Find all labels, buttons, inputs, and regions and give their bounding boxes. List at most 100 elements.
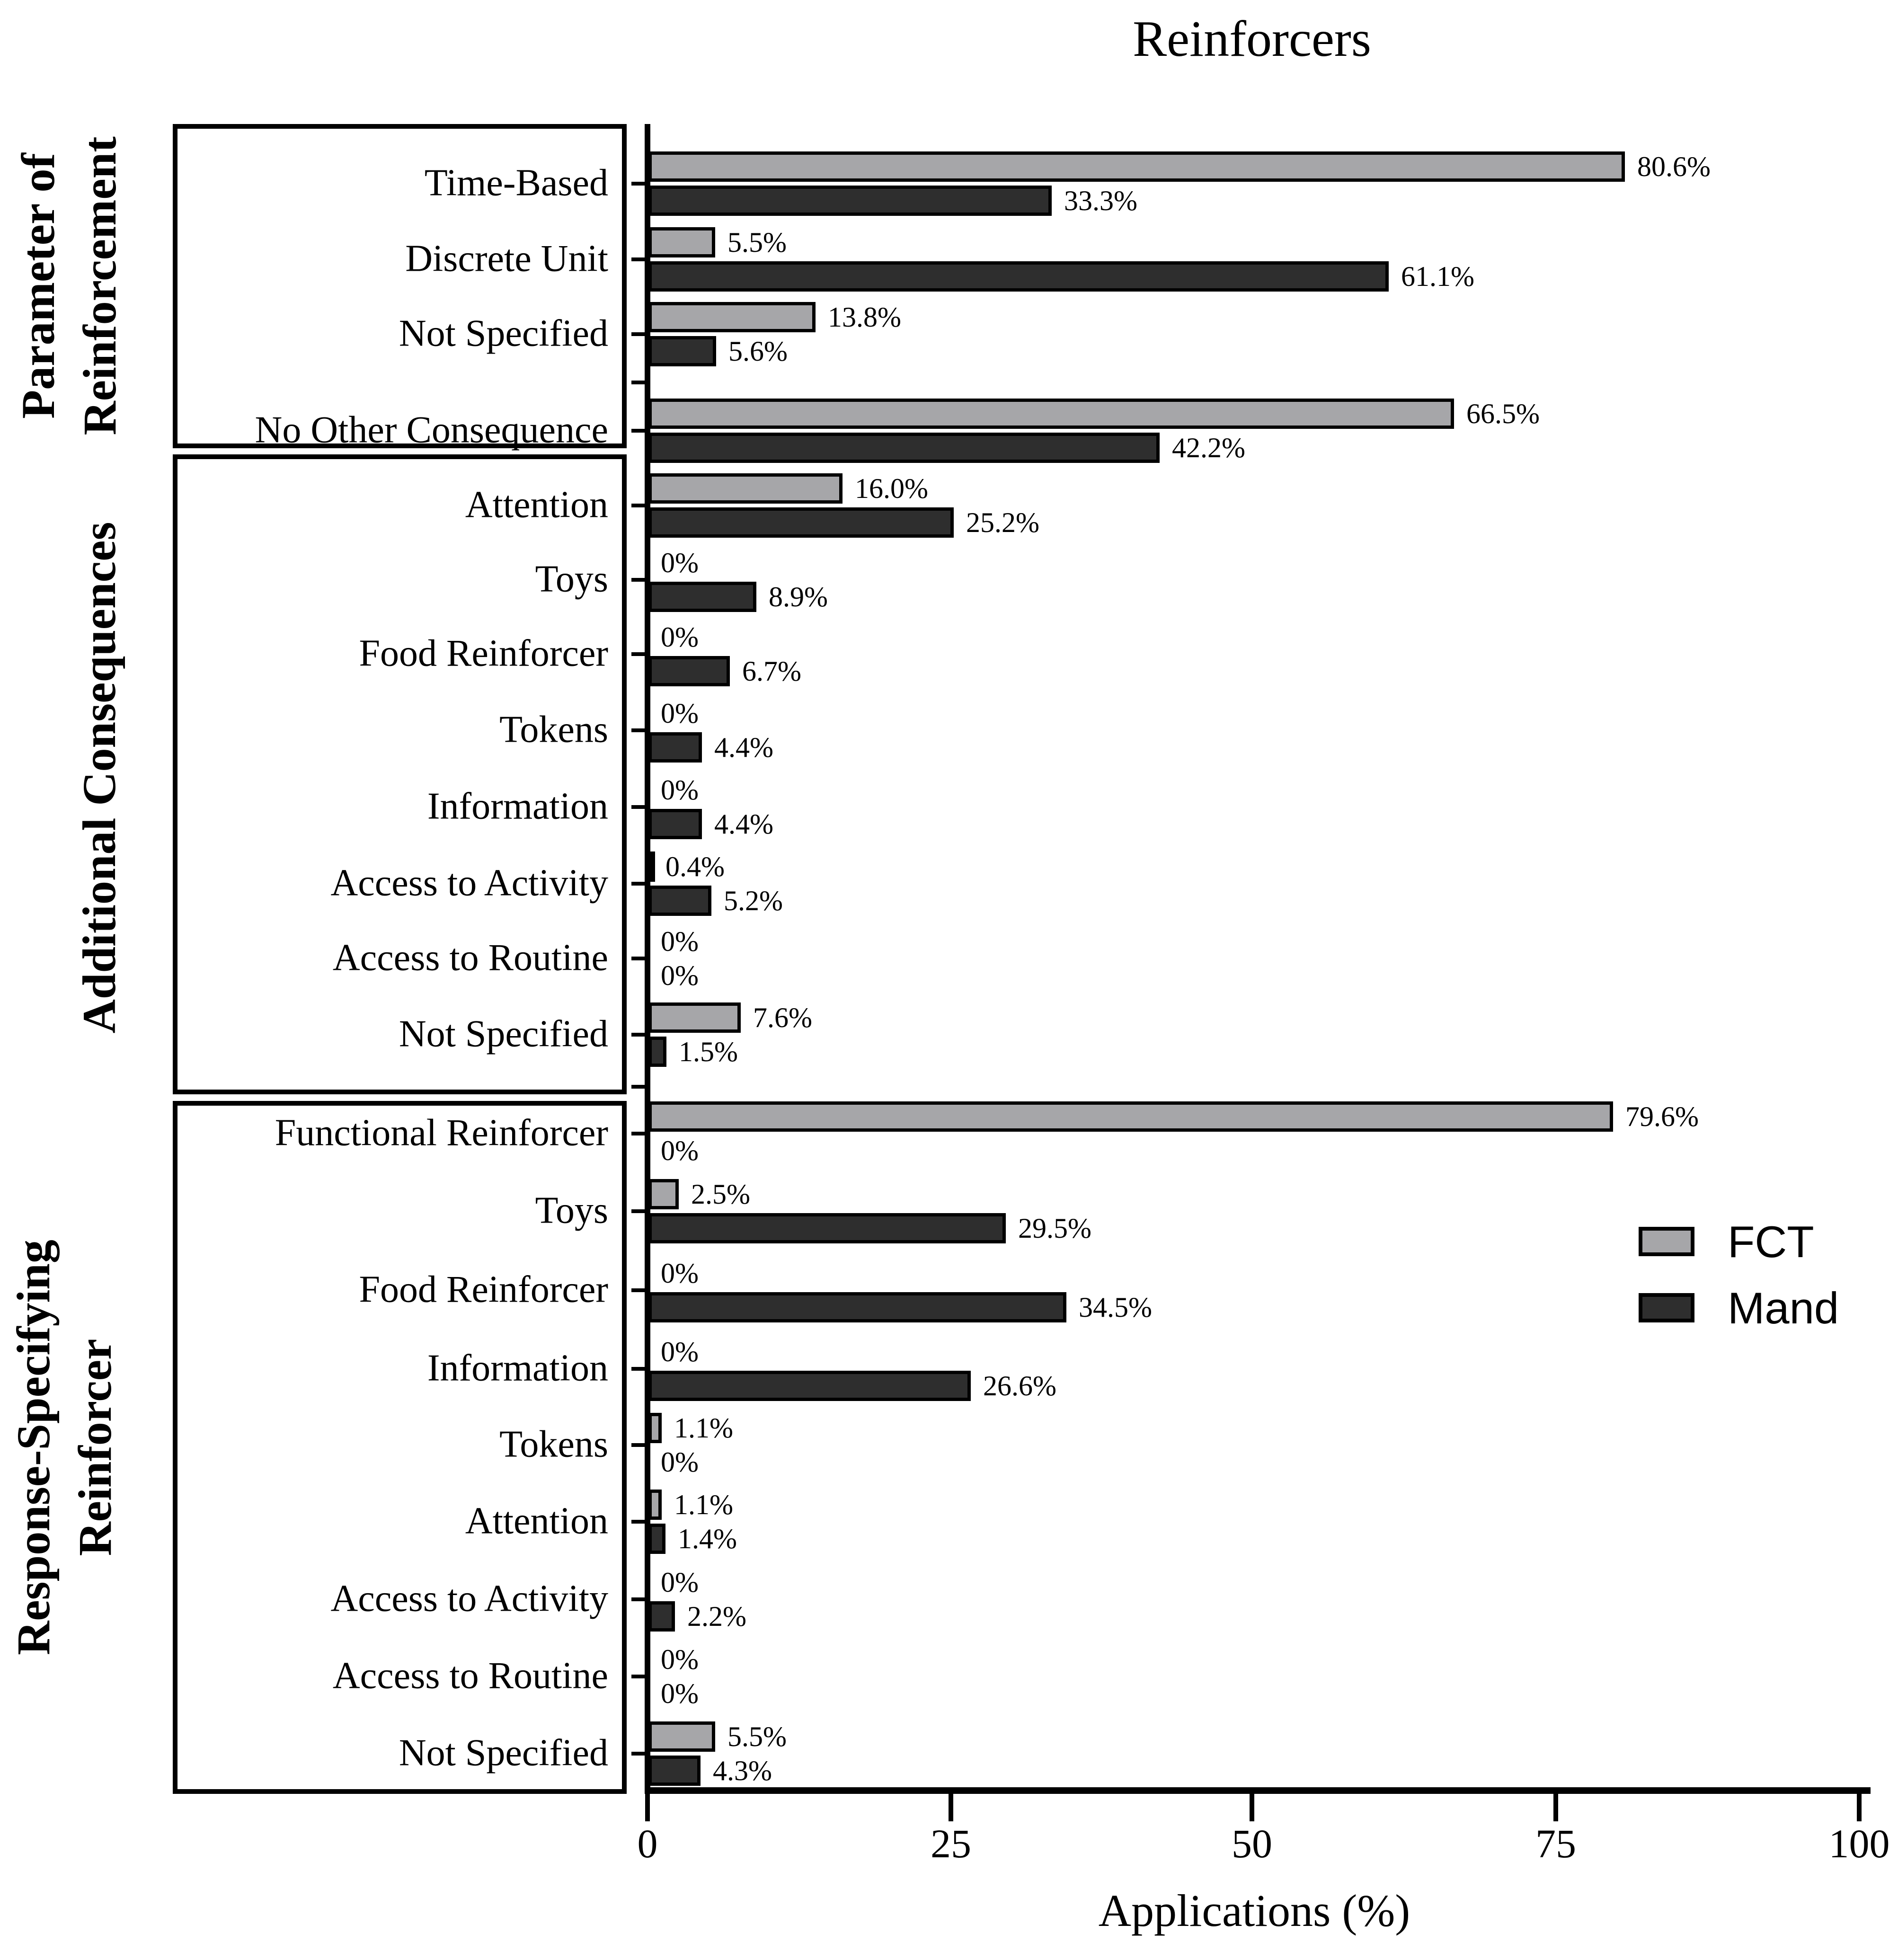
- group-box-response-specifying-reinforcer: [173, 1101, 627, 1794]
- mand-value-label: 5.6%: [728, 336, 788, 367]
- fct-bar: [648, 1101, 1613, 1132]
- mand-bar: [648, 656, 730, 686]
- mand-bar: [648, 809, 702, 839]
- category-label: Information: [427, 1347, 608, 1389]
- fct-value-label: 5.5%: [727, 1721, 787, 1752]
- mand-value-label: 1.4%: [678, 1523, 737, 1554]
- legend-swatch-fct: [1639, 1227, 1694, 1256]
- mand-value-label: 42.2%: [1172, 432, 1245, 463]
- category-minor-tick: [631, 1085, 650, 1089]
- category-label: Food Reinforcer: [359, 632, 608, 674]
- fct-bar: [648, 1002, 741, 1033]
- category-label: Discrete Unit: [405, 238, 608, 280]
- fct-bar: [648, 473, 843, 504]
- mand-value-label: 4.4%: [714, 808, 773, 840]
- group-label-additional-consequences: Additional Consequences: [73, 522, 125, 1034]
- category-label: Tokens: [499, 709, 608, 751]
- fct-value-label: 80.6%: [1637, 151, 1711, 182]
- category-label: No Other Consequence: [255, 409, 608, 451]
- fct-value-label: 79.6%: [1625, 1101, 1699, 1132]
- mand-value-label: 5.2%: [724, 885, 783, 916]
- category-tick: [631, 1443, 650, 1447]
- x-axis-tick: [1553, 1794, 1558, 1821]
- x-axis-tick: [1250, 1794, 1254, 1821]
- category-tick: [631, 1597, 650, 1601]
- fct-bar: [648, 302, 816, 332]
- mand-bar: [648, 1292, 1066, 1322]
- mand-value-label: 34.5%: [1079, 1292, 1152, 1323]
- fct-value-label: 66.5%: [1466, 398, 1540, 429]
- category-tick: [631, 728, 650, 732]
- fct-bar: [648, 399, 1454, 429]
- mand-bar: [648, 1037, 666, 1067]
- mand-value-label: 2.2%: [687, 1601, 746, 1632]
- category-tick: [631, 652, 650, 656]
- category-label: Food Reinforcer: [359, 1268, 608, 1311]
- fct-value-label: 0%: [661, 1567, 699, 1598]
- category-tick: [631, 429, 650, 433]
- x-axis-tick-label: 100: [1828, 1821, 1890, 1866]
- group-box-additional-consequences: [173, 454, 627, 1094]
- fct-bar: [648, 1179, 679, 1209]
- mand-bar: [648, 186, 1052, 216]
- x-axis-tick-label: 0: [637, 1821, 658, 1866]
- group-label-response-specifying-reinforcer: Response-Specifying Reinforcer: [7, 1240, 121, 1655]
- x-axis-tick-label: 75: [1535, 1821, 1576, 1866]
- fct-value-label: 0%: [661, 698, 699, 729]
- fct-value-label: 0%: [661, 1644, 699, 1675]
- category-tick: [631, 1132, 650, 1135]
- mand-value-label: 33.3%: [1064, 185, 1137, 216]
- category-tick: [631, 257, 650, 261]
- category-label: Access to Activity: [330, 862, 608, 904]
- mand-bar: [648, 336, 716, 366]
- x-axis-title: Applications (%): [1098, 1885, 1410, 1936]
- category-label: Not Specified: [399, 1013, 608, 1055]
- mand-bar: [648, 732, 702, 763]
- category-label: Toys: [535, 1189, 608, 1232]
- fct-value-label: 7.6%: [753, 1002, 812, 1033]
- mand-value-label: 29.5%: [1018, 1213, 1091, 1244]
- mand-bar: [648, 1213, 1006, 1243]
- fct-value-label: 0%: [661, 621, 699, 653]
- mand-value-label: 4.4%: [714, 732, 773, 763]
- category-label: Access to Activity: [330, 1578, 608, 1620]
- fct-bar: [648, 851, 655, 882]
- category-label: Access to Routine: [332, 1655, 608, 1697]
- fct-value-label: 13.8%: [828, 302, 901, 333]
- mand-value-label: 0%: [661, 1446, 699, 1478]
- mand-value-label: 8.9%: [769, 581, 828, 612]
- category-tick: [631, 1675, 650, 1678]
- x-axis-tick-label: 25: [931, 1821, 971, 1866]
- category-tick: [631, 1752, 650, 1756]
- fct-value-label: 0%: [661, 547, 699, 578]
- fct-value-label: 0%: [661, 1258, 699, 1289]
- category-label: Not Specified: [399, 1732, 608, 1774]
- fct-bar: [648, 151, 1625, 182]
- legend-swatch-mand: [1639, 1293, 1694, 1322]
- mand-bar: [648, 1601, 675, 1632]
- fct-value-label: 0%: [661, 926, 699, 957]
- fct-bar: [648, 227, 715, 257]
- category-label: Tokens: [499, 1423, 608, 1465]
- x-axis-tick-label: 50: [1232, 1821, 1272, 1866]
- fct-bar: [648, 1490, 662, 1520]
- fct-value-label: 1.1%: [674, 1412, 733, 1444]
- mand-value-label: 0%: [661, 1135, 699, 1166]
- category-label: Functional Reinforcer: [275, 1112, 608, 1154]
- fct-value-label: 0.4%: [665, 851, 725, 882]
- category-label: Not Specified: [399, 312, 608, 355]
- category-tick: [631, 182, 650, 186]
- mand-bar: [648, 1524, 665, 1554]
- category-tick: [631, 578, 650, 582]
- x-axis-tick: [1857, 1794, 1862, 1821]
- category-tick: [631, 805, 650, 809]
- mand-value-label: 26.6%: [983, 1370, 1056, 1401]
- category-tick: [631, 504, 650, 507]
- fct-value-label: 0%: [661, 1336, 699, 1367]
- category-tick: [631, 332, 650, 336]
- fct-bar: [648, 1413, 662, 1443]
- fct-value-label: 0%: [661, 774, 699, 806]
- x-axis-tick: [645, 1794, 650, 1821]
- category-tick: [631, 1288, 650, 1292]
- category-label: Attention: [465, 484, 608, 526]
